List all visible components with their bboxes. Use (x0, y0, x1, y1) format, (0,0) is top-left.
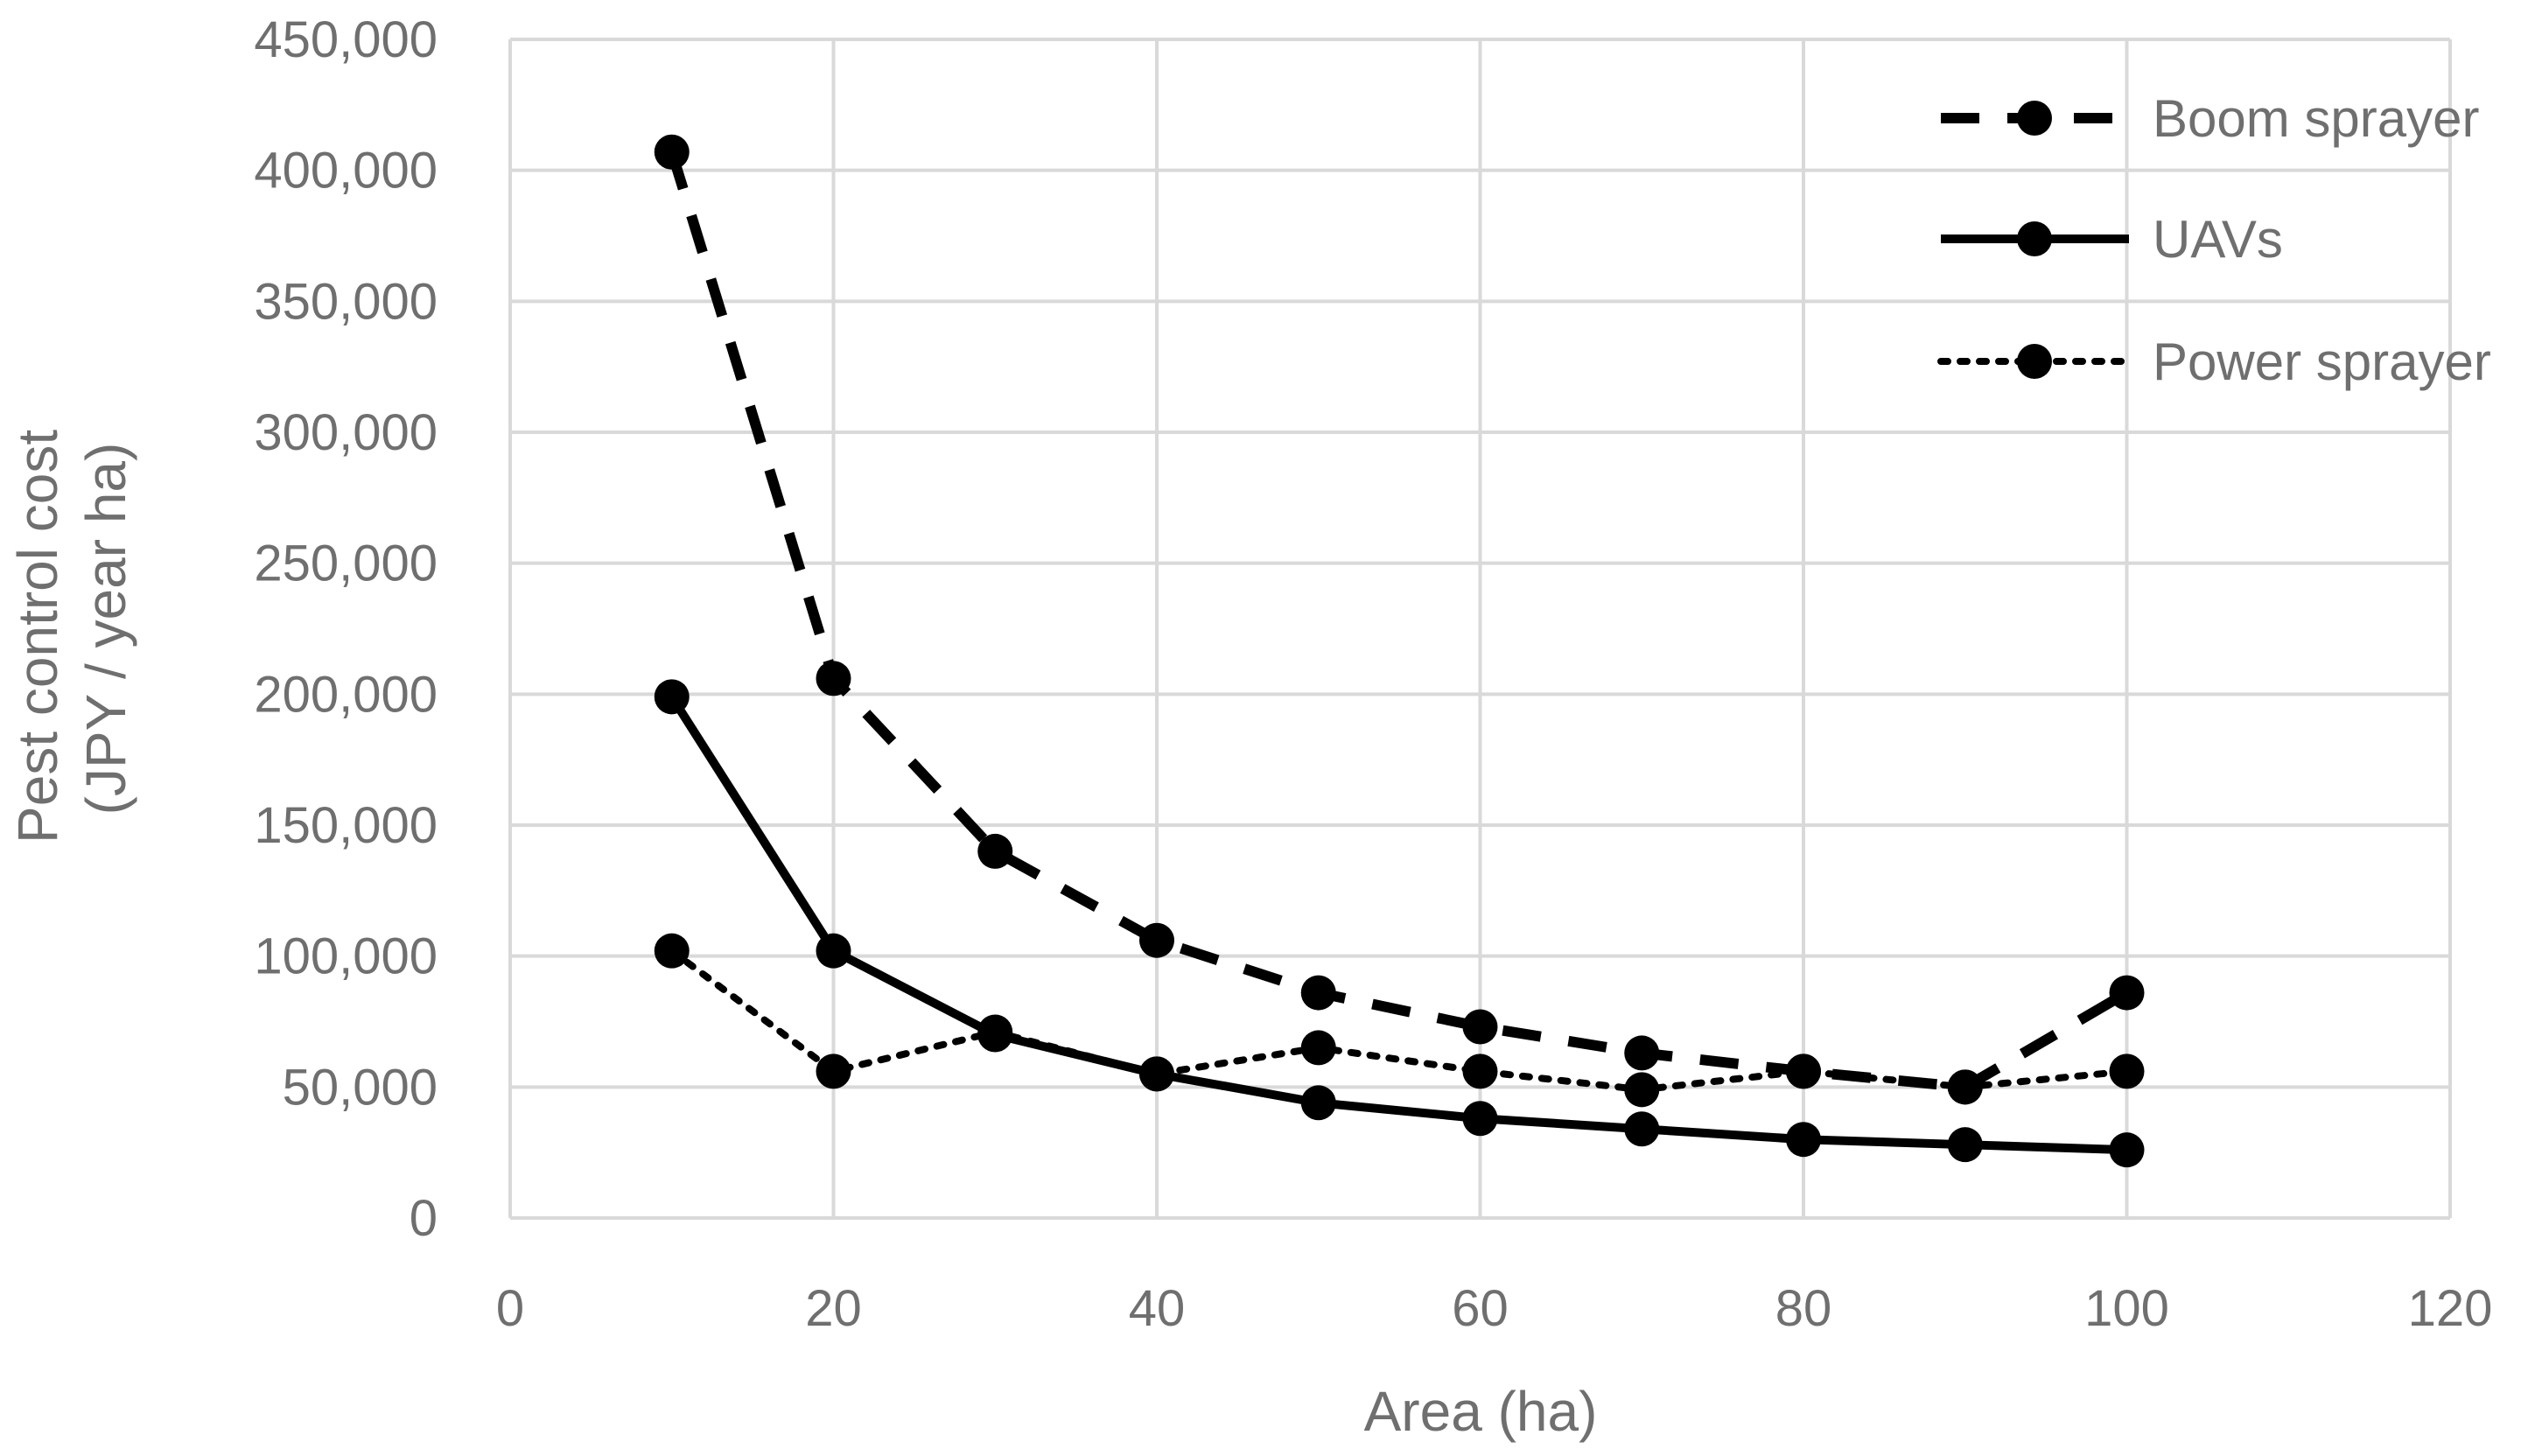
x-tick-label-60: 60 (1452, 1280, 1509, 1337)
series-uavs (654, 679, 2145, 1168)
point-boom-sprayer-20 (816, 661, 851, 696)
y-axis-title-line-1: Pest control cost (6, 430, 69, 844)
legend-label-uavs: UAVs (2153, 210, 2283, 269)
point-uavs-60 (1462, 1101, 1498, 1137)
point-boom-sprayer-60 (1462, 1009, 1498, 1045)
point-power-sprayer-30 (977, 1014, 1013, 1050)
point-boom-sprayer-10 (654, 134, 690, 170)
point-boom-sprayer-100 (2109, 975, 2145, 1011)
point-power-sprayer-80 (1786, 1054, 1821, 1089)
legend-marker-uavs (2017, 221, 2052, 256)
point-uavs-50 (1300, 1085, 1336, 1121)
x-tick-label-80: 80 (1775, 1280, 1832, 1337)
y-tick-label-4: 200,000 (254, 666, 438, 723)
point-uavs-20 (816, 933, 851, 969)
point-power-sprayer-60 (1462, 1054, 1498, 1089)
point-boom-sprayer-50 (1300, 975, 1336, 1011)
y-axis-ticks: 0 50,000 100,000 150,000 200,000 250,000 300,0… (254, 11, 438, 1247)
point-boom-sprayer-40 (1139, 922, 1174, 958)
x-tick-label-0: 0 (496, 1280, 524, 1337)
x-axis-title: Area (ha) (1364, 1380, 1598, 1443)
y-tick-label-7: 350,000 (254, 273, 438, 330)
y-tick-label-0: 0 (410, 1190, 438, 1247)
point-boom-sprayer-30 (977, 833, 1013, 869)
point-power-sprayer-100 (2109, 1054, 2145, 1089)
legend: Boom sprayer UAVs Power sprayer (1937, 89, 2491, 391)
series-line-power-sprayer (668, 947, 2131, 1094)
point-uavs-10 (654, 679, 690, 715)
series-line-boom-sprayer (667, 150, 2130, 1093)
point-boom-sprayer-70 (1624, 1035, 1660, 1071)
point-power-sprayer-70 (1624, 1072, 1660, 1108)
y-tick-label-8: 400,000 (254, 143, 438, 200)
x-axis-ticks: 0 20 40 60 80 100 120 (496, 1280, 2493, 1337)
legend-label-power-sprayer: Power sprayer (2153, 332, 2491, 391)
point-power-sprayer-10 (654, 933, 690, 969)
y-tick-label-6: 300,000 (254, 404, 438, 461)
point-power-sprayer-40 (1139, 1056, 1174, 1092)
legend-label-boom-sprayer: Boom sprayer (2153, 89, 2479, 148)
y-tick-label-5: 250,000 (254, 536, 438, 592)
y-tick-label-2: 100,000 (254, 928, 438, 985)
y-axis-title: Pest control cost (JPY / year ha) (6, 414, 137, 844)
point-uavs-80 (1786, 1122, 1821, 1158)
x-tick-label-120: 120 (2408, 1280, 2493, 1337)
legend-item-boom-sprayer: Boom sprayer (1941, 89, 2479, 148)
series-power-sprayer (654, 933, 2145, 1108)
series-line-uavs (668, 694, 2127, 1155)
legend-item-uavs: UAVs (1941, 210, 2283, 269)
point-uavs-90 (1947, 1127, 1983, 1163)
x-tick-label-20: 20 (805, 1280, 862, 1337)
y-axis-title-line-2: (JPY / year ha) (74, 443, 137, 816)
legend-item-power-sprayer: Power sprayer (1937, 332, 2491, 391)
x-tick-label-100: 100 (2084, 1280, 2169, 1337)
point-uavs-70 (1624, 1111, 1660, 1147)
legend-marker-boom-sprayer (2017, 101, 2052, 136)
legend-marker-power-sprayer (2017, 344, 2052, 379)
y-tick-label-3: 150,000 (254, 797, 438, 854)
point-power-sprayer-90 (1947, 1069, 1983, 1105)
y-tick-label-9: 450,000 (254, 11, 438, 68)
x-tick-label-40: 40 (1129, 1280, 1186, 1337)
point-power-sprayer-20 (816, 1054, 851, 1089)
series-group (654, 134, 2145, 1168)
series-boom-sprayer (654, 134, 2145, 1105)
point-uavs-100 (2109, 1132, 2145, 1168)
point-power-sprayer-50 (1300, 1030, 1336, 1066)
y-tick-label-1: 50,000 (283, 1059, 438, 1116)
